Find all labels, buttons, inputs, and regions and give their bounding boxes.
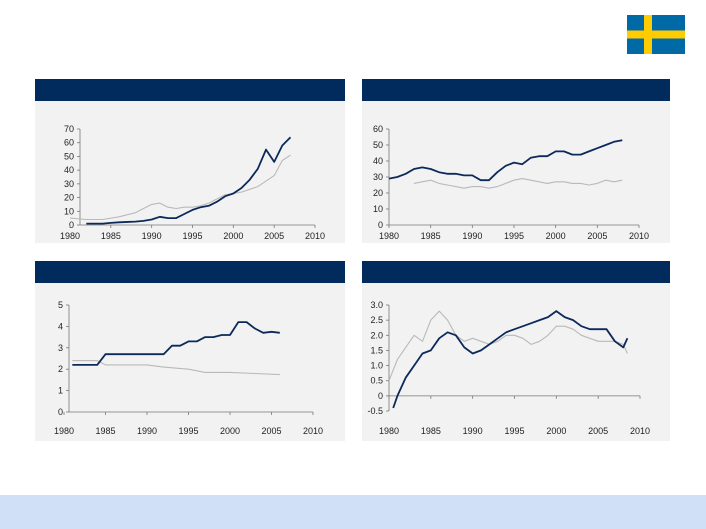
x-tick-label: 2000	[546, 426, 566, 436]
y-tick-label: 2.5	[370, 315, 383, 325]
chart-top-left: 0 10 20 30 40 50 60 70 1980 1985 1990 1995 2000 2005 2…	[60, 124, 325, 241]
series-line-light	[72, 360, 280, 376]
x-tick-label: 1995	[178, 426, 198, 436]
x-tick-label: 1990	[463, 426, 483, 436]
sweden-flag-icon	[627, 15, 685, 54]
chart-bottom-right: -0.5 0 0.5 1.0 1.5 2.0 2.5 3.0 1980 1985 1990 1995 2…	[367, 300, 650, 436]
y-tick-label: 10	[64, 206, 74, 216]
x-tick-label: 2000	[546, 231, 566, 241]
y-tick-label: 50	[64, 151, 74, 161]
series-line-dark	[392, 310, 629, 409]
x-tick-label: 2010	[303, 426, 323, 436]
x-tick-label: 1995	[504, 426, 524, 436]
y-tick-label: 1.0	[370, 361, 383, 371]
x-tick-label: 2000	[223, 231, 243, 241]
x-tick-label: 2005	[264, 231, 284, 241]
y-tick-label: 1.5	[370, 345, 383, 355]
series-line-dark	[388, 139, 623, 182]
x-tick-label: 2005	[261, 426, 281, 436]
x-tick-label: 1980	[60, 231, 80, 241]
footer-bar	[0, 495, 706, 529]
y-tick-label: 70	[64, 124, 74, 134]
y-tick-label: 2.0	[370, 330, 383, 340]
y-tick-label: 3	[58, 343, 63, 353]
y-tick-label: 20	[373, 188, 383, 198]
chart-panel-header	[35, 261, 345, 283]
chart-panel-bottom-left: 0 1 2 3 4 5 1980 1985 1990 1995 2000 2005 2010	[35, 261, 345, 441]
y-tick-label: 60	[64, 138, 74, 148]
x-tick-label: 2010	[630, 426, 650, 436]
y-tick-label: 2	[58, 364, 63, 374]
x-tick-label: 1980	[379, 426, 399, 436]
chart-panel-header	[362, 261, 670, 283]
chart-bottom-left: 0 1 2 3 4 5 1980 1985 1990 1995 2000 2005 2010	[54, 300, 323, 436]
y-tick-label: 4	[58, 321, 63, 331]
x-tick-label: 1985	[421, 231, 441, 241]
x-tick-label: 1985	[421, 426, 441, 436]
y-tick-label: 60	[373, 124, 383, 134]
y-tick-label: 5	[58, 300, 63, 310]
x-tick-label: 1990	[142, 231, 162, 241]
x-tick-label: 1980	[379, 231, 399, 241]
x-tick-label: 1995	[504, 231, 524, 241]
y-tick-label: 30	[373, 172, 383, 182]
x-tick-label: 1995	[182, 231, 202, 241]
y-tick-label: 3.0	[370, 300, 383, 310]
y-tick-label: 0	[378, 220, 383, 230]
y-tick-label: 0.5	[370, 376, 383, 386]
x-tick-label: 1990	[137, 426, 157, 436]
y-tick-label: 30	[64, 179, 74, 189]
series-line-dark	[72, 321, 280, 366]
x-tick-label: 1985	[101, 231, 121, 241]
chart-panel-top-right: 0 10 20 30 40 50 60 1980 1985 1990 1995 2000 2005 201…	[362, 79, 670, 243]
y-tick-label: 0	[58, 407, 63, 417]
chart-panel-top-left: 0 10 20 30 40 50 60 70 1980 1985 1990 1995 2000 2005 2…	[35, 79, 345, 243]
x-tick-label: 2000	[220, 426, 240, 436]
y-tick-label: 10	[373, 204, 383, 214]
y-tick-label: 0	[69, 220, 74, 230]
y-tick-label: 50	[373, 140, 383, 150]
y-tick-label: 40	[373, 156, 383, 166]
chart-top-right: 0 10 20 30 40 50 60 1980 1985 1990 1995 2000 2005 201…	[373, 124, 649, 241]
series-line-dark	[86, 136, 292, 225]
series-line-light	[413, 178, 623, 189]
chart-panel-header	[35, 79, 345, 101]
y-tick-label: -0.5	[367, 406, 383, 416]
x-tick-label: 2010	[629, 231, 649, 241]
y-tick-label: 1	[58, 386, 63, 396]
y-tick-label: 20	[64, 193, 74, 203]
x-tick-label: 2010	[305, 231, 325, 241]
y-tick-label: 40	[64, 165, 74, 175]
series-line-light	[69, 154, 291, 221]
chart-panel-bottom-right: -0.5 0 0.5 1.0 1.5 2.0 2.5 3.0 1980 1985 1990 1995 2…	[362, 261, 670, 441]
x-tick-label: 2005	[587, 231, 607, 241]
x-tick-label: 2005	[588, 426, 608, 436]
x-tick-label: 1985	[95, 426, 115, 436]
chart-panel-header	[362, 79, 670, 101]
x-tick-label: 1980	[54, 426, 74, 436]
x-tick-label: 1990	[462, 231, 482, 241]
series-line-light	[388, 310, 628, 381]
y-tick-label: 0	[378, 391, 383, 401]
